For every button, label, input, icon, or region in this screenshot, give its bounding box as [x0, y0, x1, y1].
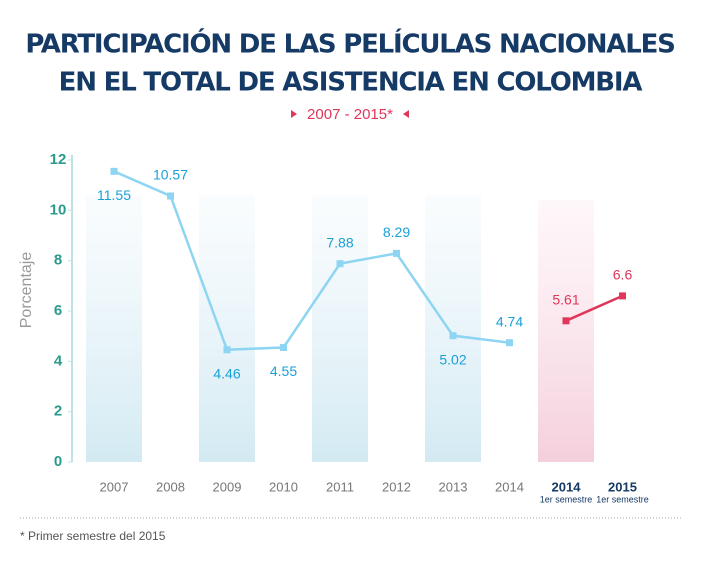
- band: [86, 195, 142, 462]
- x-tick-label: 2009: [213, 479, 242, 494]
- data-label: 11.55: [97, 187, 131, 203]
- point: [223, 346, 231, 354]
- data-label: 4.74: [496, 313, 523, 329]
- subtitle-arrow: [291, 110, 297, 118]
- point: [449, 332, 457, 340]
- x-tick-label: 2012: [382, 479, 411, 494]
- point: [393, 249, 400, 257]
- x-tick-label: 2014: [495, 479, 524, 494]
- point: [336, 260, 344, 268]
- y-tick-label: 12: [50, 151, 67, 168]
- y-tick-label: 6: [54, 302, 62, 319]
- x-tick-note: 1er semestre: [540, 494, 593, 504]
- data-label: 5.02: [439, 351, 466, 367]
- x-tick-note: 1er semestre: [596, 494, 649, 504]
- band: [199, 195, 255, 462]
- data-label: 7.88: [326, 234, 353, 250]
- point: [280, 343, 287, 351]
- subtitle: 2007 - 2015*: [307, 106, 393, 123]
- subtitle-arrow: [403, 110, 409, 118]
- x-tick-label: 2008: [156, 479, 185, 494]
- band: [425, 195, 481, 462]
- chart-title: EN EL TOTAL DE ASISTENCIA EN COLOMBIA: [59, 68, 643, 98]
- line: [113, 170, 510, 352]
- data-label: 8.29: [383, 224, 410, 240]
- point: [167, 192, 174, 200]
- data-label: 4.46: [213, 365, 240, 381]
- band: [312, 195, 368, 462]
- data-label: 10.57: [153, 167, 188, 183]
- x-tick-label: 2007: [100, 479, 129, 494]
- x-tick-label: 2013: [439, 479, 468, 494]
- point: [619, 292, 626, 300]
- x-tick-label: 2011: [326, 479, 354, 494]
- y-tick-label: 8: [54, 252, 62, 269]
- x-tick-label: 2015: [608, 479, 637, 494]
- point: [506, 339, 513, 347]
- footnote: * Primer semestre del 2015: [20, 529, 166, 543]
- x-tick-label: 2014: [552, 479, 582, 494]
- y-tick-label: 10: [50, 201, 67, 218]
- y-tick-label: 0: [54, 453, 62, 470]
- data-label: 6.6: [613, 267, 633, 283]
- y-axis-label: Porcentaje: [18, 252, 35, 329]
- point: [562, 317, 570, 325]
- band: [538, 200, 594, 462]
- x-tick-label: 2010: [269, 479, 298, 494]
- line: [565, 294, 624, 322]
- y-tick-label: 4: [54, 352, 63, 369]
- data-label: 4.55: [270, 363, 297, 379]
- y-tick-label: 2: [54, 403, 62, 420]
- chart-title: PARTICIPACIÓN DE LAS PELÍCULAS NACIONALE…: [25, 28, 674, 60]
- point: [110, 167, 118, 175]
- data-label: 5.61: [552, 292, 579, 308]
